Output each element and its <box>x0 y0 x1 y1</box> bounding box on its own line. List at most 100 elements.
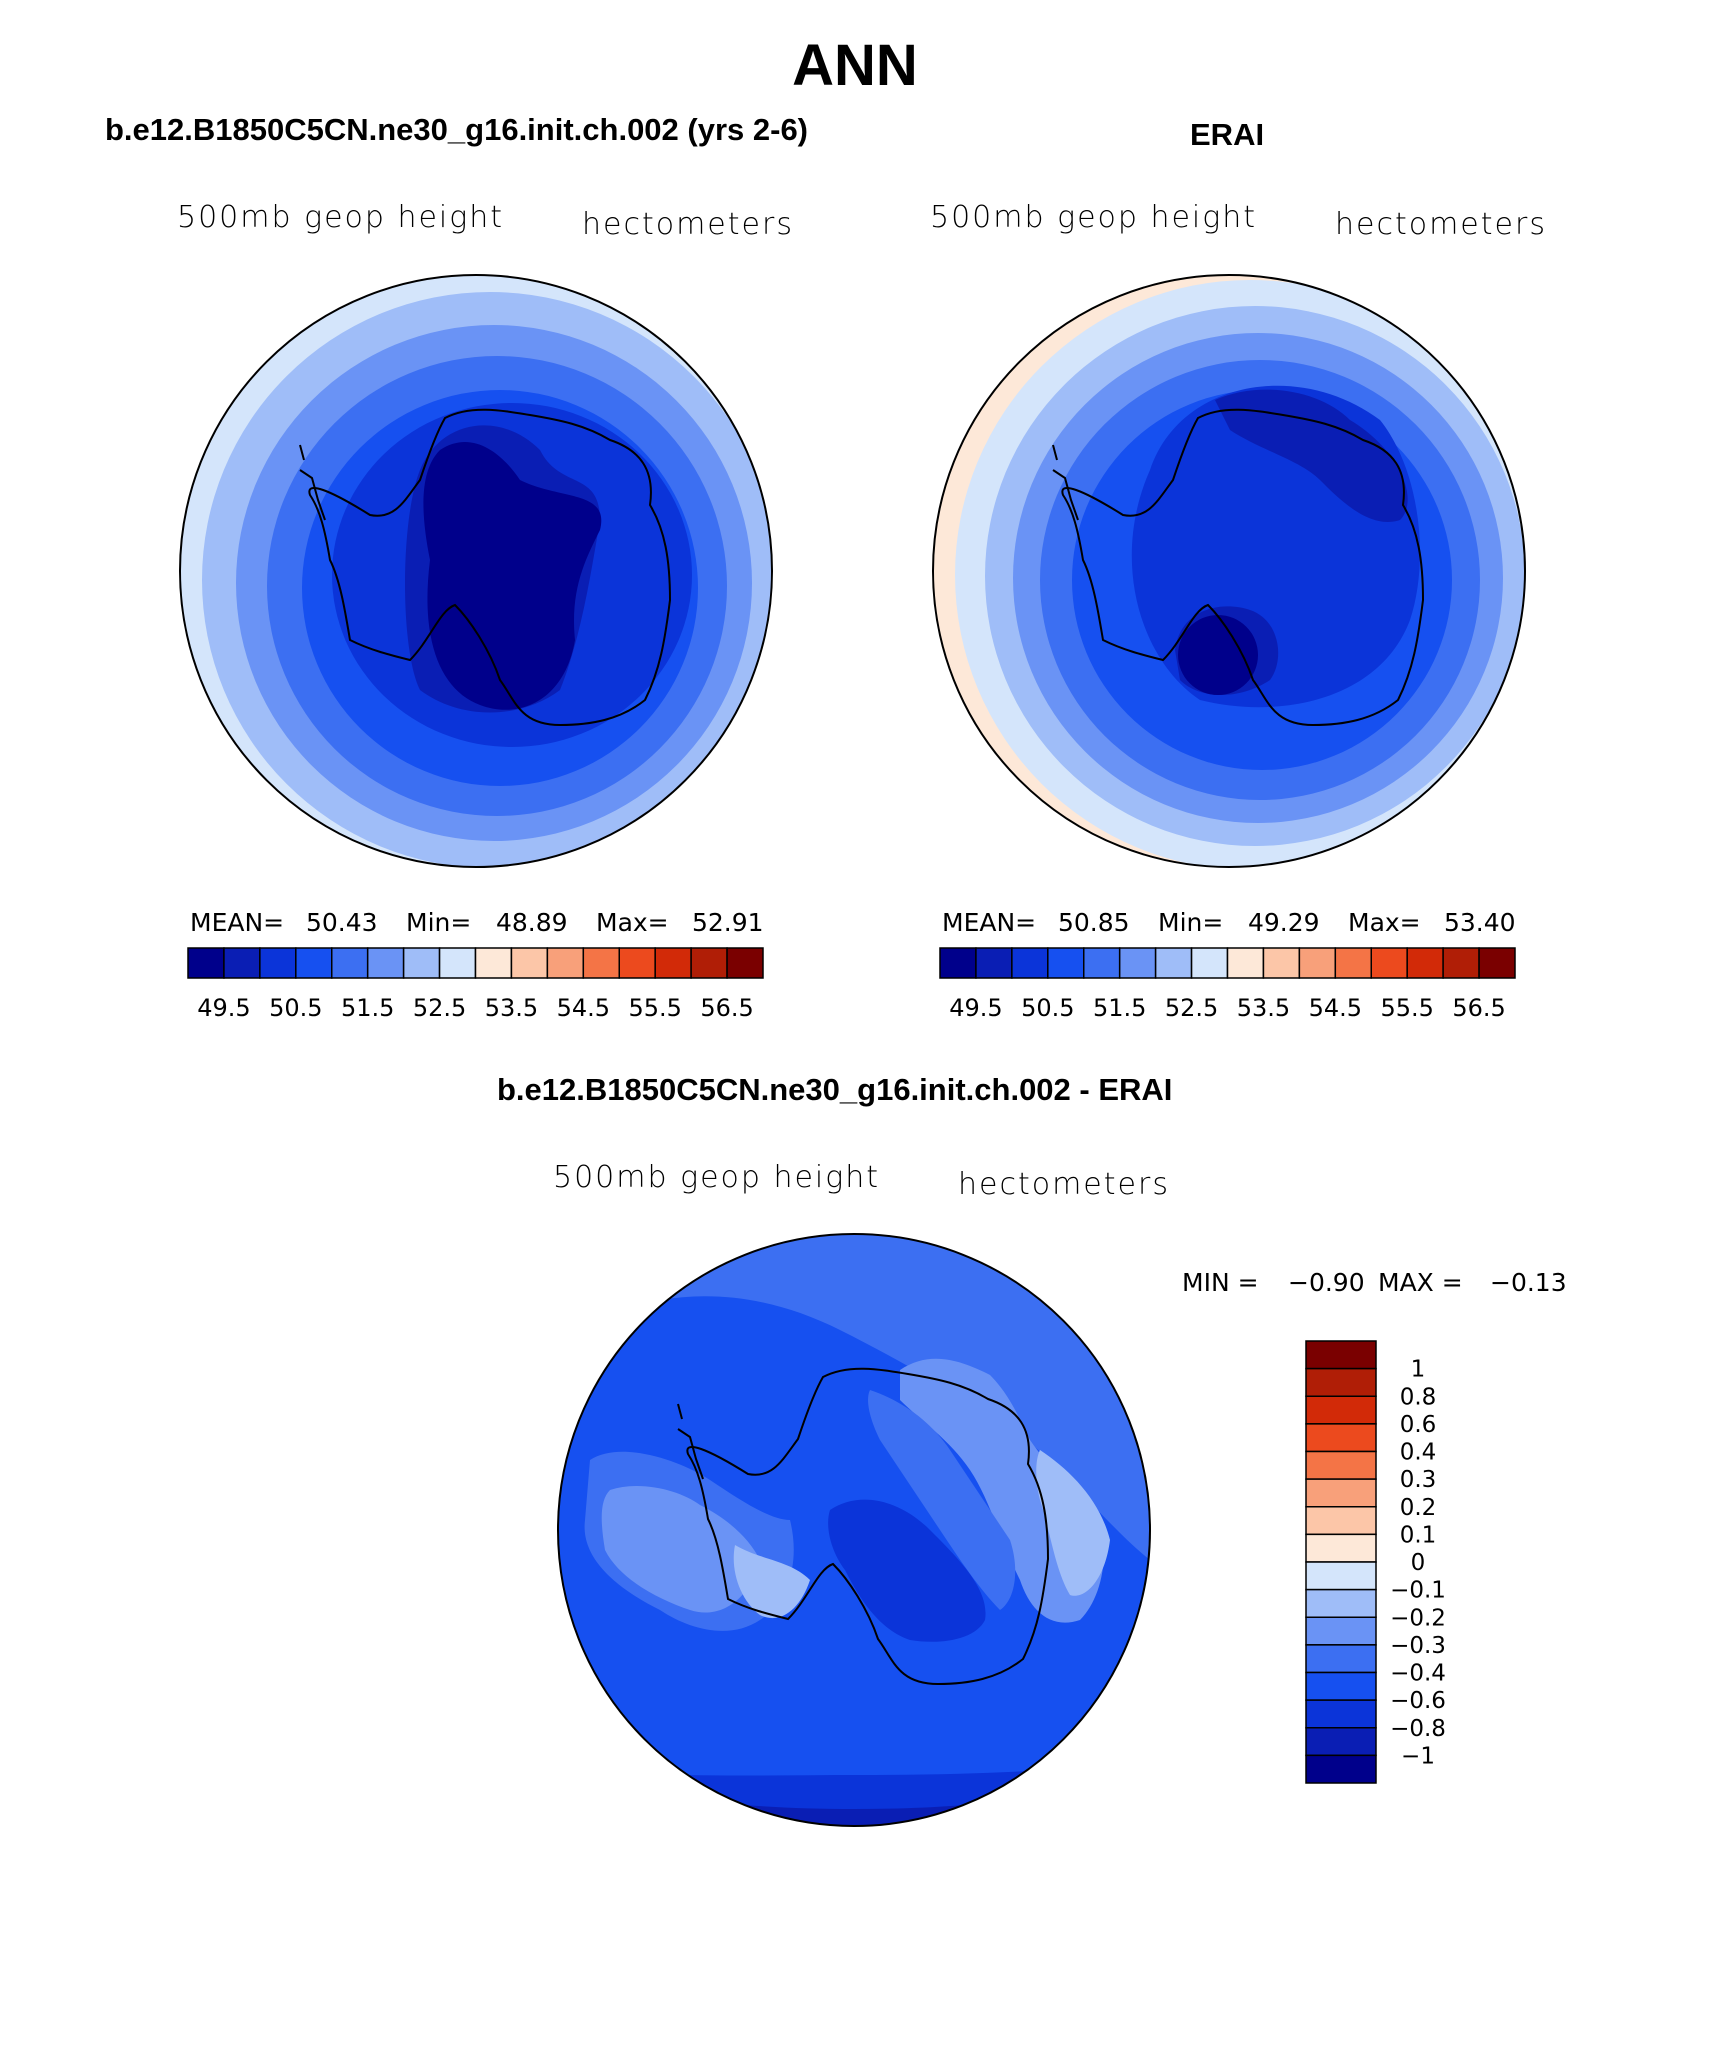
panel-2-colorbar-box <box>1298 947 1337 979</box>
panel-1-colorbar-tick-label: 49.5 <box>197 994 250 1022</box>
panel-2-units-label: hectometers <box>1335 207 1547 242</box>
panel-1-colorbar-box <box>223 947 261 979</box>
panel-3-max-value: −0.13 <box>1490 1268 1567 1297</box>
panel-3-colorbar-tick-label: −1 <box>1401 1743 1435 1769</box>
panel-3-colorbar-tick-label: −0.2 <box>1390 1605 1446 1631</box>
panel-3-colorbar-tick-label: −0.4 <box>1390 1661 1446 1687</box>
panel-2-colorbar-box <box>1118 947 1157 979</box>
panel-2-colorbar-tick-label: 52.5 <box>1165 994 1218 1022</box>
panel-1-colorbar-box <box>295 947 333 979</box>
panel-3-colorbar-tick-label: −0.1 <box>1390 1578 1446 1604</box>
panel-3-title: b.e12.B1850C5CN.ne30_g16.init.ch.002 - E… <box>497 1072 1173 1107</box>
panel-3-colorbar-box <box>1305 1561 1377 1591</box>
panel-2-colorbar-tick-label: 50.5 <box>1021 994 1074 1022</box>
panel-1-colorbar-box <box>726 947 764 979</box>
panel-3-units-label: hectometers <box>958 1167 1170 1202</box>
panel-3-colorbar-box <box>1305 1367 1377 1397</box>
panel-1-colorbar-box <box>690 947 728 979</box>
panel-3-colorbar-tick-label: 1 <box>1411 1357 1426 1383</box>
panel-2-colorbar-tick-label: 55.5 <box>1380 994 1433 1022</box>
panel-1-map-border <box>179 274 773 868</box>
panel-1-colorbar-tick-label: 51.5 <box>341 994 394 1022</box>
panel-1-colorbar-box <box>187 947 225 979</box>
panel-2-map-border <box>932 274 1526 868</box>
panel-2-colorbar-box <box>939 947 977 979</box>
panel-1-colorbar-box <box>582 947 620 979</box>
panel-2-max-value: 53.40 <box>1444 908 1516 937</box>
panel-3-colorbar-box <box>1305 1671 1377 1701</box>
panel-2-mean-label: MEAN= <box>942 908 1037 937</box>
panel-1-colorbar-tick-label: 55.5 <box>628 994 681 1022</box>
panel-1-units-label: hectometers <box>582 207 794 242</box>
panel-1-min-value: 48.89 <box>496 908 568 937</box>
panel-2-colorbar-box <box>1478 947 1516 979</box>
panel-3-colorbar-box <box>1305 1395 1377 1425</box>
panel-1-colorbar-box <box>510 947 549 979</box>
panel-3-colorbar-tick-label: 0 <box>1411 1550 1426 1576</box>
panel-3-map <box>558 1234 1150 1826</box>
panel-1-colorbar-tick-label: 53.5 <box>485 994 538 1022</box>
panel-1-title: b.e12.B1850C5CN.ne30_g16.init.ch.002 (yr… <box>105 112 809 147</box>
panel-2-colorbar-tick-label: 56.5 <box>1452 994 1505 1022</box>
panel-3-colorbar-tick-label: −0.8 <box>1390 1716 1446 1742</box>
panel-3-colorbar-box <box>1305 1340 1377 1370</box>
panel-3-colorbar-box <box>1305 1588 1377 1618</box>
panel-2-colorbar-box <box>1226 947 1265 979</box>
panel-2-map <box>933 275 1525 867</box>
panel-3-colorbar-tick-label: 0.2 <box>1400 1495 1437 1521</box>
panel-1-colorbar-box <box>654 947 692 979</box>
panel-1-mean-value: 50.43 <box>306 908 378 937</box>
panel-3-colorbar-box <box>1305 1423 1377 1453</box>
panel-3-colorbar-box <box>1305 1754 1377 1784</box>
panel-3-colorbar-box <box>1305 1616 1377 1646</box>
panel-2-colorbar-box <box>1011 947 1049 979</box>
panel-2-field-label: 500mb geop height <box>930 200 1258 235</box>
panel-3-max-label: MAX = <box>1378 1268 1463 1297</box>
panel-1-max-value: 52.91 <box>692 908 764 937</box>
panel-3-min-label: MIN = <box>1182 1268 1259 1297</box>
panel-3-colorbar-tick-label: −0.3 <box>1390 1633 1446 1659</box>
panel-1-colorbar-tick-label: 56.5 <box>700 994 753 1022</box>
panel-2-colorbar-box <box>1190 947 1229 979</box>
panel-2-min-label: Min= <box>1158 908 1224 937</box>
panel-1-antarctica-coastline <box>299 408 672 727</box>
panel-3-min-value: −0.90 <box>1288 1268 1365 1297</box>
panel-3-colorbar-box <box>1305 1533 1377 1563</box>
panel-3-colorbar-tick-label: 0.6 <box>1400 1412 1437 1438</box>
panel-2-max-label: Max= <box>1348 908 1421 937</box>
panel-1-colorbar-box <box>438 947 477 979</box>
panel-1-field-label: 500mb geop height <box>177 200 505 235</box>
panel-2-colorbar-box <box>1083 947 1121 979</box>
panel-3-colorbar: 10.80.60.40.30.20.10−0.1−0.2−0.3−0.4−0.6… <box>1305 1340 1446 1784</box>
panel-2-colorbar-box <box>975 947 1013 979</box>
figure-title: ANN <box>792 33 918 98</box>
panel-3-colorbar-box <box>1305 1478 1377 1508</box>
panel-2-antarctica-coastline <box>1052 408 1425 727</box>
panel-3-colorbar-box <box>1305 1644 1377 1674</box>
panel-2-colorbar: 49.5 50.5 51.5 52.5 53.5 54.5 55.5 56.5 <box>939 947 1516 1022</box>
panel-1-min-label: Min= <box>406 908 472 937</box>
panel-1-colorbar-box <box>331 947 369 979</box>
panel-2-mean-value: 50.85 <box>1058 908 1130 937</box>
panel-2-min-value: 49.29 <box>1248 908 1320 937</box>
panel-1-colorbar-box <box>618 947 656 979</box>
panel-1-colorbar-box <box>474 947 513 979</box>
panel-3-colorbar-box <box>1305 1450 1377 1480</box>
panel-3-colorbar-tick-label: −0.6 <box>1390 1688 1446 1714</box>
panel-3-antarctica-coastline <box>677 1367 1050 1686</box>
panel-2-colorbar-box <box>1406 947 1444 979</box>
panel-1-colorbar: 49.5 50.5 51.5 52.5 53.5 54.5 55.5 56.5 <box>187 947 764 1022</box>
panel-1-colorbar-box <box>402 947 441 979</box>
panel-2-colorbar-box <box>1442 947 1480 979</box>
panel-3-colorbar-tick-label: 0.1 <box>1400 1522 1437 1548</box>
panel-2-title: ERAI <box>1190 117 1265 152</box>
panel-2-colorbar-box <box>1262 947 1301 979</box>
panel-1-colorbar-tick-label: 52.5 <box>413 994 466 1022</box>
panel-3-field-label: 500mb geop height <box>553 1160 881 1195</box>
panel-1-colorbar-box <box>366 947 405 979</box>
panel-2-colorbar-box <box>1334 947 1372 979</box>
panel-1-map <box>180 275 772 867</box>
panel-2-colorbar-tick-label: 53.5 <box>1237 994 1290 1022</box>
panel-3-colorbar-box <box>1305 1727 1377 1757</box>
panel-2-colorbar-tick-label: 54.5 <box>1309 994 1362 1022</box>
